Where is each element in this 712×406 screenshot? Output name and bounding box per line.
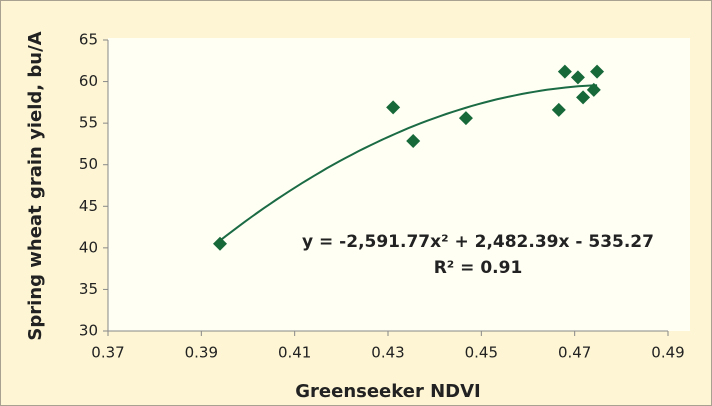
data-point [570, 70, 585, 85]
data-point [576, 90, 591, 105]
data-point [551, 102, 566, 117]
y-tick-label: 50 [79, 155, 98, 173]
y-tick-label: 35 [79, 280, 98, 298]
data-point [406, 134, 421, 149]
data-point [213, 236, 227, 251]
data-point [586, 82, 601, 97]
x-tick-label: 0.41 [278, 344, 311, 362]
x-tick-label: 0.45 [465, 344, 498, 362]
x-tick-label: 0.37 [91, 344, 124, 362]
y-tick-label: 60 [79, 72, 98, 90]
y-tick-label: 45 [79, 197, 98, 215]
data-point [386, 100, 401, 115]
x-tick-label: 0.47 [558, 344, 591, 362]
r-squared: R² = 0.91 [434, 258, 523, 278]
x-axis-title: Greenseeker NDVI [295, 381, 480, 402]
y-tick-label: 65 [79, 31, 98, 49]
y-axis-title: Spring wheat grain yield, bu/A [25, 31, 46, 340]
equation: y = -2,591.77x² + 2,482.39x - 535.27 [302, 232, 654, 252]
data-point [590, 64, 605, 79]
y-tick-label: 55 [79, 114, 98, 132]
y-tick-label: 40 [79, 238, 98, 256]
x-tick-label: 0.39 [185, 344, 218, 362]
x-tick-label: 0.49 [651, 344, 684, 362]
plot-background [108, 38, 690, 331]
data-point [458, 111, 473, 126]
x-tick-label: 0.43 [371, 344, 404, 362]
data-point [557, 64, 572, 79]
trendline [219, 84, 598, 242]
y-tick-label: 30 [79, 322, 98, 340]
